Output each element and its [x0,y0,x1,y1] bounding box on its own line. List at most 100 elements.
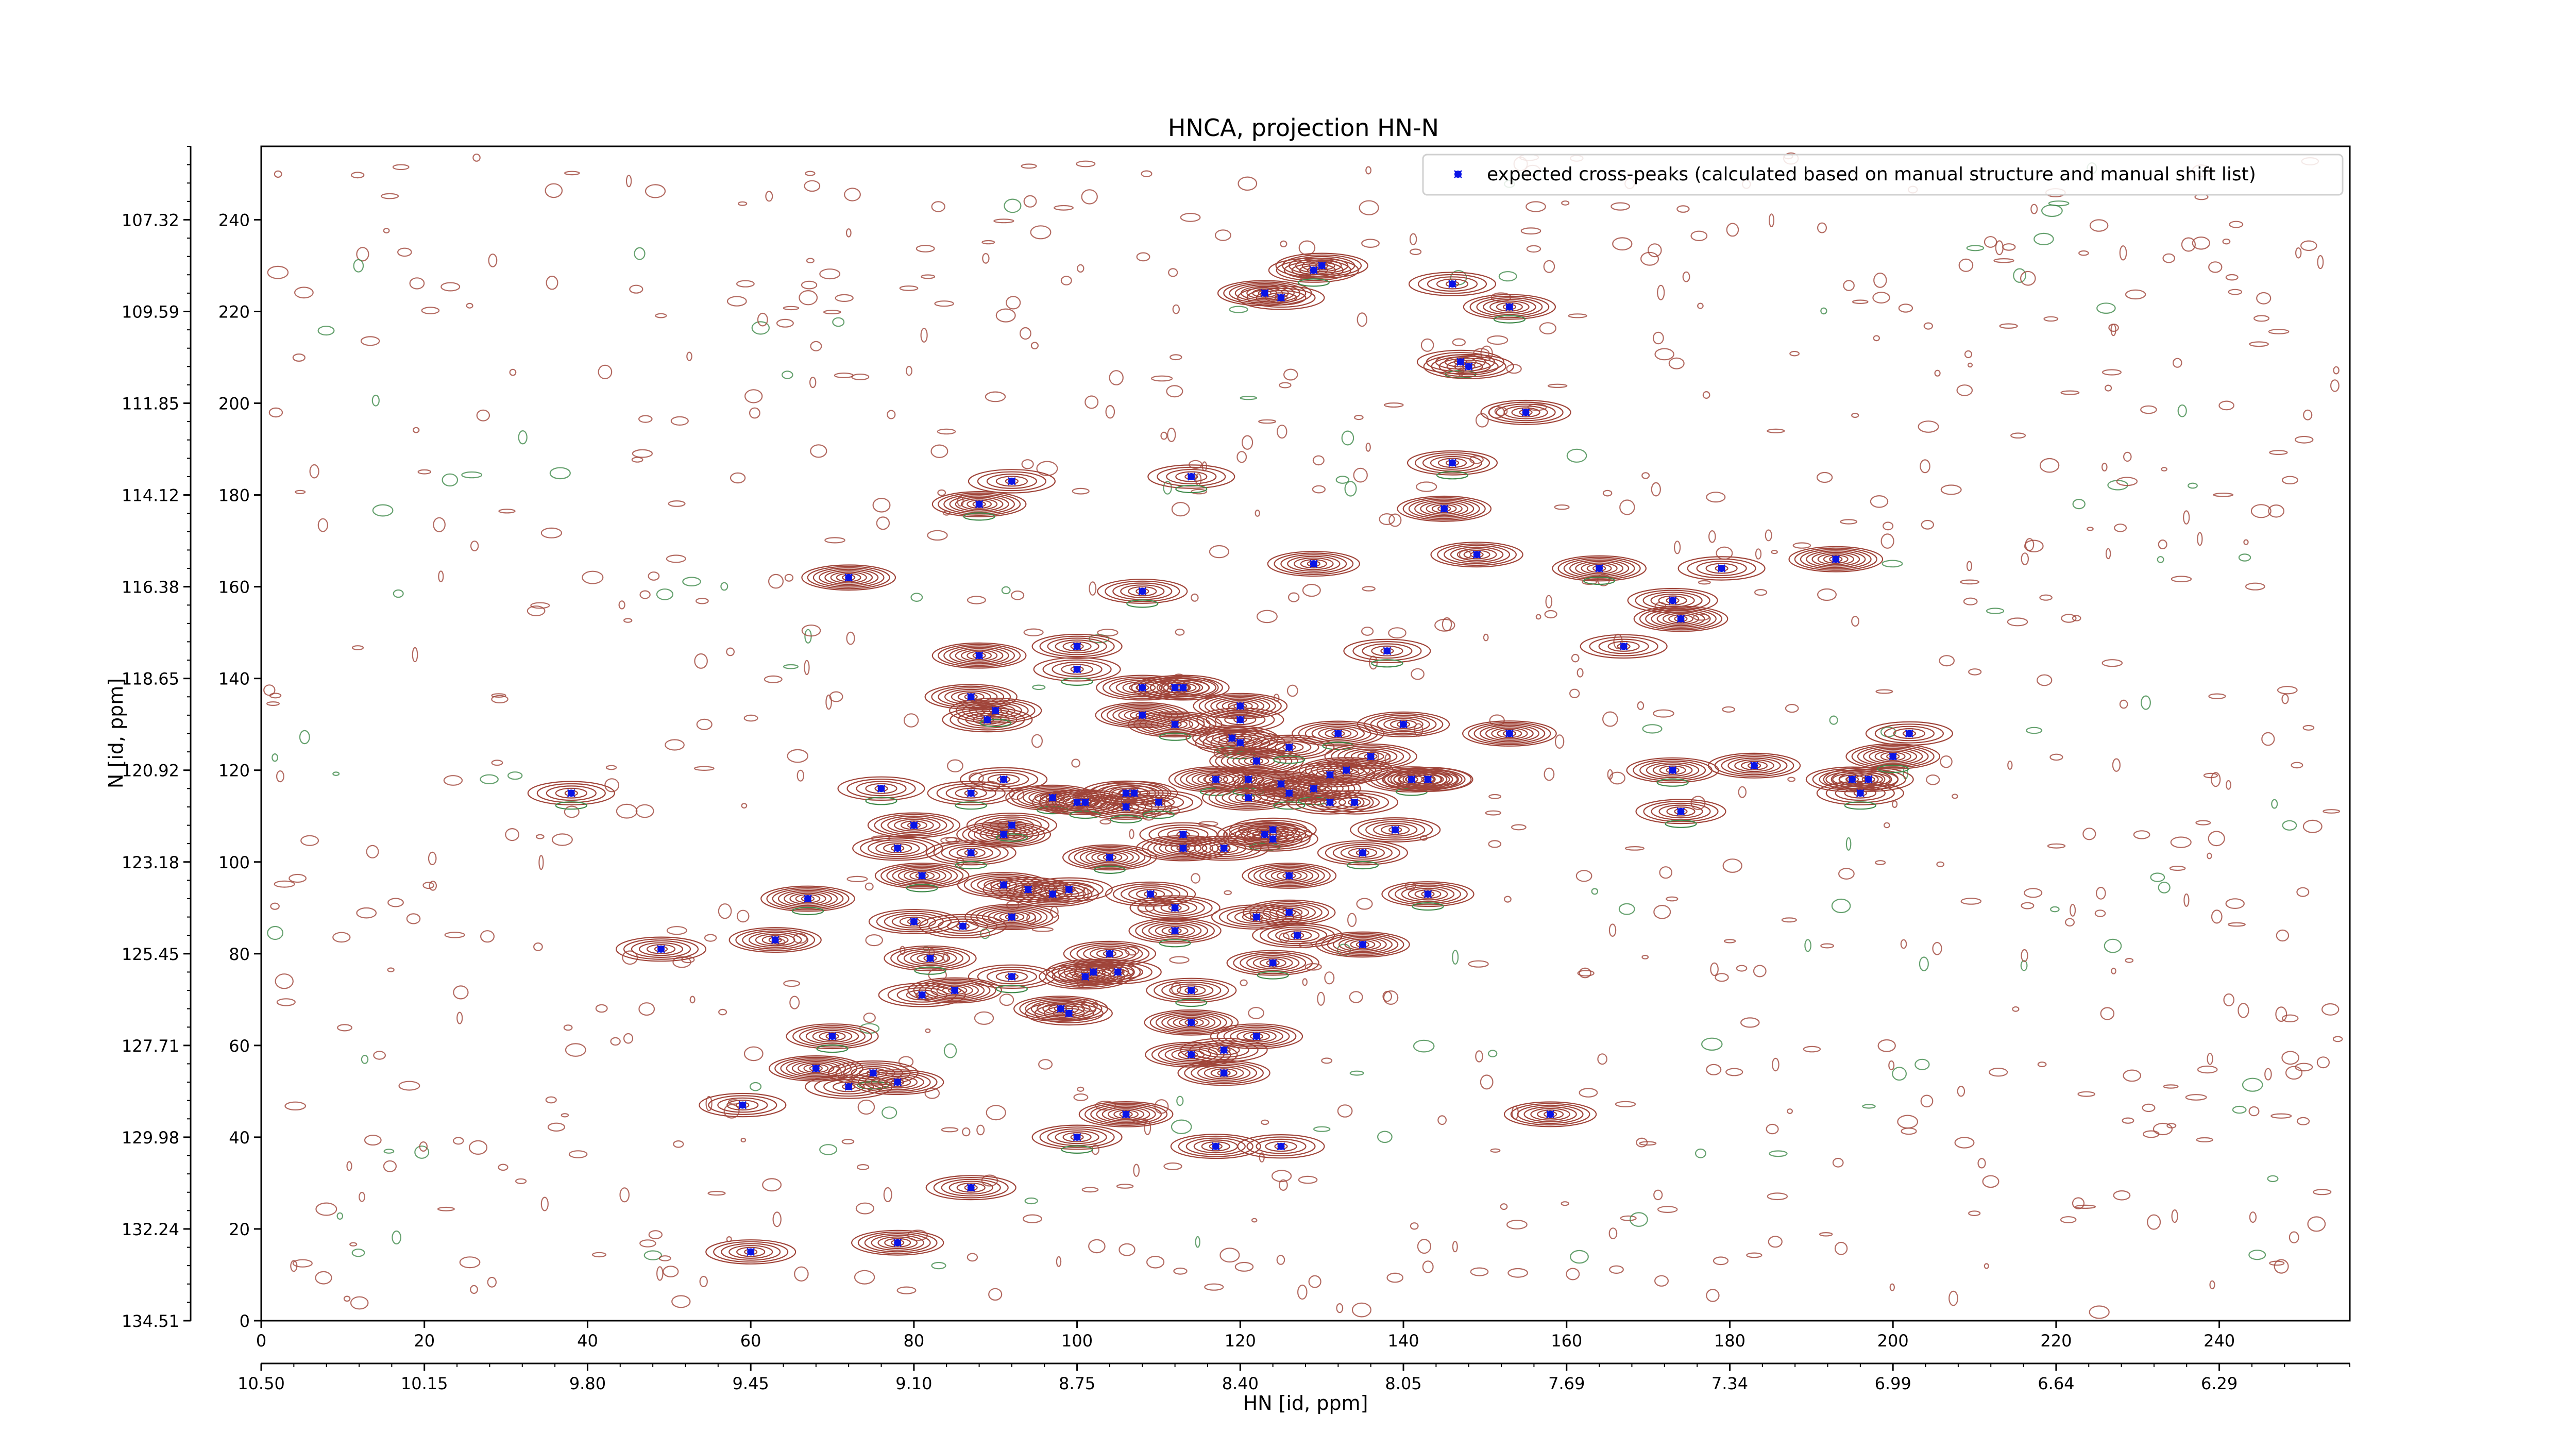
noise-contour [1956,384,1973,396]
contour-level [823,1079,874,1094]
noise-contour [274,170,282,178]
x-ppm-tick-label: 6.64 [2038,1374,2074,1393]
contour-level [1097,852,1123,862]
noise-contour [801,280,818,290]
x-index-tick-label: 240 [2204,1331,2235,1351]
contour-level [699,1092,787,1118]
noise-contour [1349,1070,1364,1076]
noise-contour [1024,1197,1038,1205]
noise-contour [1829,715,1838,725]
noise-contour [1038,1059,1053,1070]
contour-level [1244,734,1335,760]
negative-contour-level [995,985,1028,993]
cross-peak-star [1326,770,1334,779]
contour-level [1633,605,1728,632]
noise-contour [1071,759,1080,768]
noise-contour [1554,734,1565,749]
noise-contour [776,318,794,328]
contour-level [1437,543,1517,566]
peak-contour-group [851,1229,944,1256]
noise-contour [2207,1053,2213,1065]
contour-level [1267,551,1360,577]
noise-contour [2024,888,2043,898]
contour-level [768,1055,863,1082]
contour-level [1373,822,1418,837]
noise-contour [1169,956,1190,964]
contour-level [1061,664,1093,675]
noise-contour [2012,1006,2020,1012]
contour-level [798,1062,835,1074]
noise-contour [2264,1068,2272,1081]
cross-peak-point [1211,1142,1220,1151]
cross-peak-star [1448,280,1456,288]
noise-contour [1753,965,1767,978]
noise-contour [491,695,509,704]
contour-level [1101,966,1134,978]
contour-level [1158,827,1209,843]
contour-level [755,933,795,947]
noise-contour [1819,1232,1833,1237]
noise-contour [353,259,364,273]
contour-level [1096,675,1189,701]
noise-contour [1575,870,1592,882]
cross-peak-point [1057,1004,1065,1013]
contour-level [1315,931,1410,958]
noise-contour [1545,595,1553,609]
noise-contour [315,1271,332,1285]
contour-level [1282,254,1362,277]
negative-contour-level [1844,801,1876,810]
noise-contour [1255,509,1260,517]
contour-level [943,645,1015,666]
cross-peak-point [1440,504,1449,513]
noise-contour [823,310,841,314]
cross-peak-point [991,706,1000,715]
contour-level [736,1246,766,1257]
contour-level [705,1239,796,1265]
contour-level [986,474,1038,489]
peak-contour-group [867,812,961,838]
noise-contour [433,517,446,532]
cross-peak-star [1219,1069,1228,1077]
contour-level [1397,495,1492,522]
noise-contour [1171,502,1190,517]
noise-contour [2300,240,2317,251]
negative-contour-level [1273,755,1306,764]
noise-contour [2158,881,2171,894]
noise-contour [783,664,799,669]
cross-peak-star [1521,408,1530,417]
noise-contour [635,804,654,818]
cross-peak-star [1342,766,1351,774]
contour-level [1865,721,1953,746]
cross-peak-star [1260,289,1269,297]
noise-contour [851,373,870,380]
noise-contour [1030,342,1039,349]
chart-title: HNCA, projection HN-N [1168,114,1439,142]
noise-contour [1056,1256,1062,1267]
noise-contour [1095,1101,1116,1111]
noise-contour [540,527,563,538]
contour-level [1348,848,1377,858]
noise-contour [1577,668,1584,678]
noise-contour [1966,561,1973,571]
peak-contour-group [1025,877,1113,902]
noise-contour [1053,205,1074,211]
noise-contour [2119,699,2128,709]
contour-level [1265,292,1297,304]
contour-level [925,1175,1016,1201]
cross-peak-point [1236,738,1245,747]
contour-level [1124,792,1194,813]
noise-contour [444,932,465,938]
contour-level [1646,762,1700,779]
contour-level [981,908,1042,926]
cross-peak-point [1750,761,1758,770]
contour-level [1794,547,1877,571]
contour-level [1642,592,1703,610]
noise-contour [472,154,481,162]
noise-contour [784,574,794,582]
noise-contour [993,218,1014,224]
noise-contour [783,306,800,311]
contour-level [1652,764,1693,777]
noise-contour [1488,840,1502,848]
noise-contour [1554,504,1570,510]
contour-level [1800,549,1872,570]
